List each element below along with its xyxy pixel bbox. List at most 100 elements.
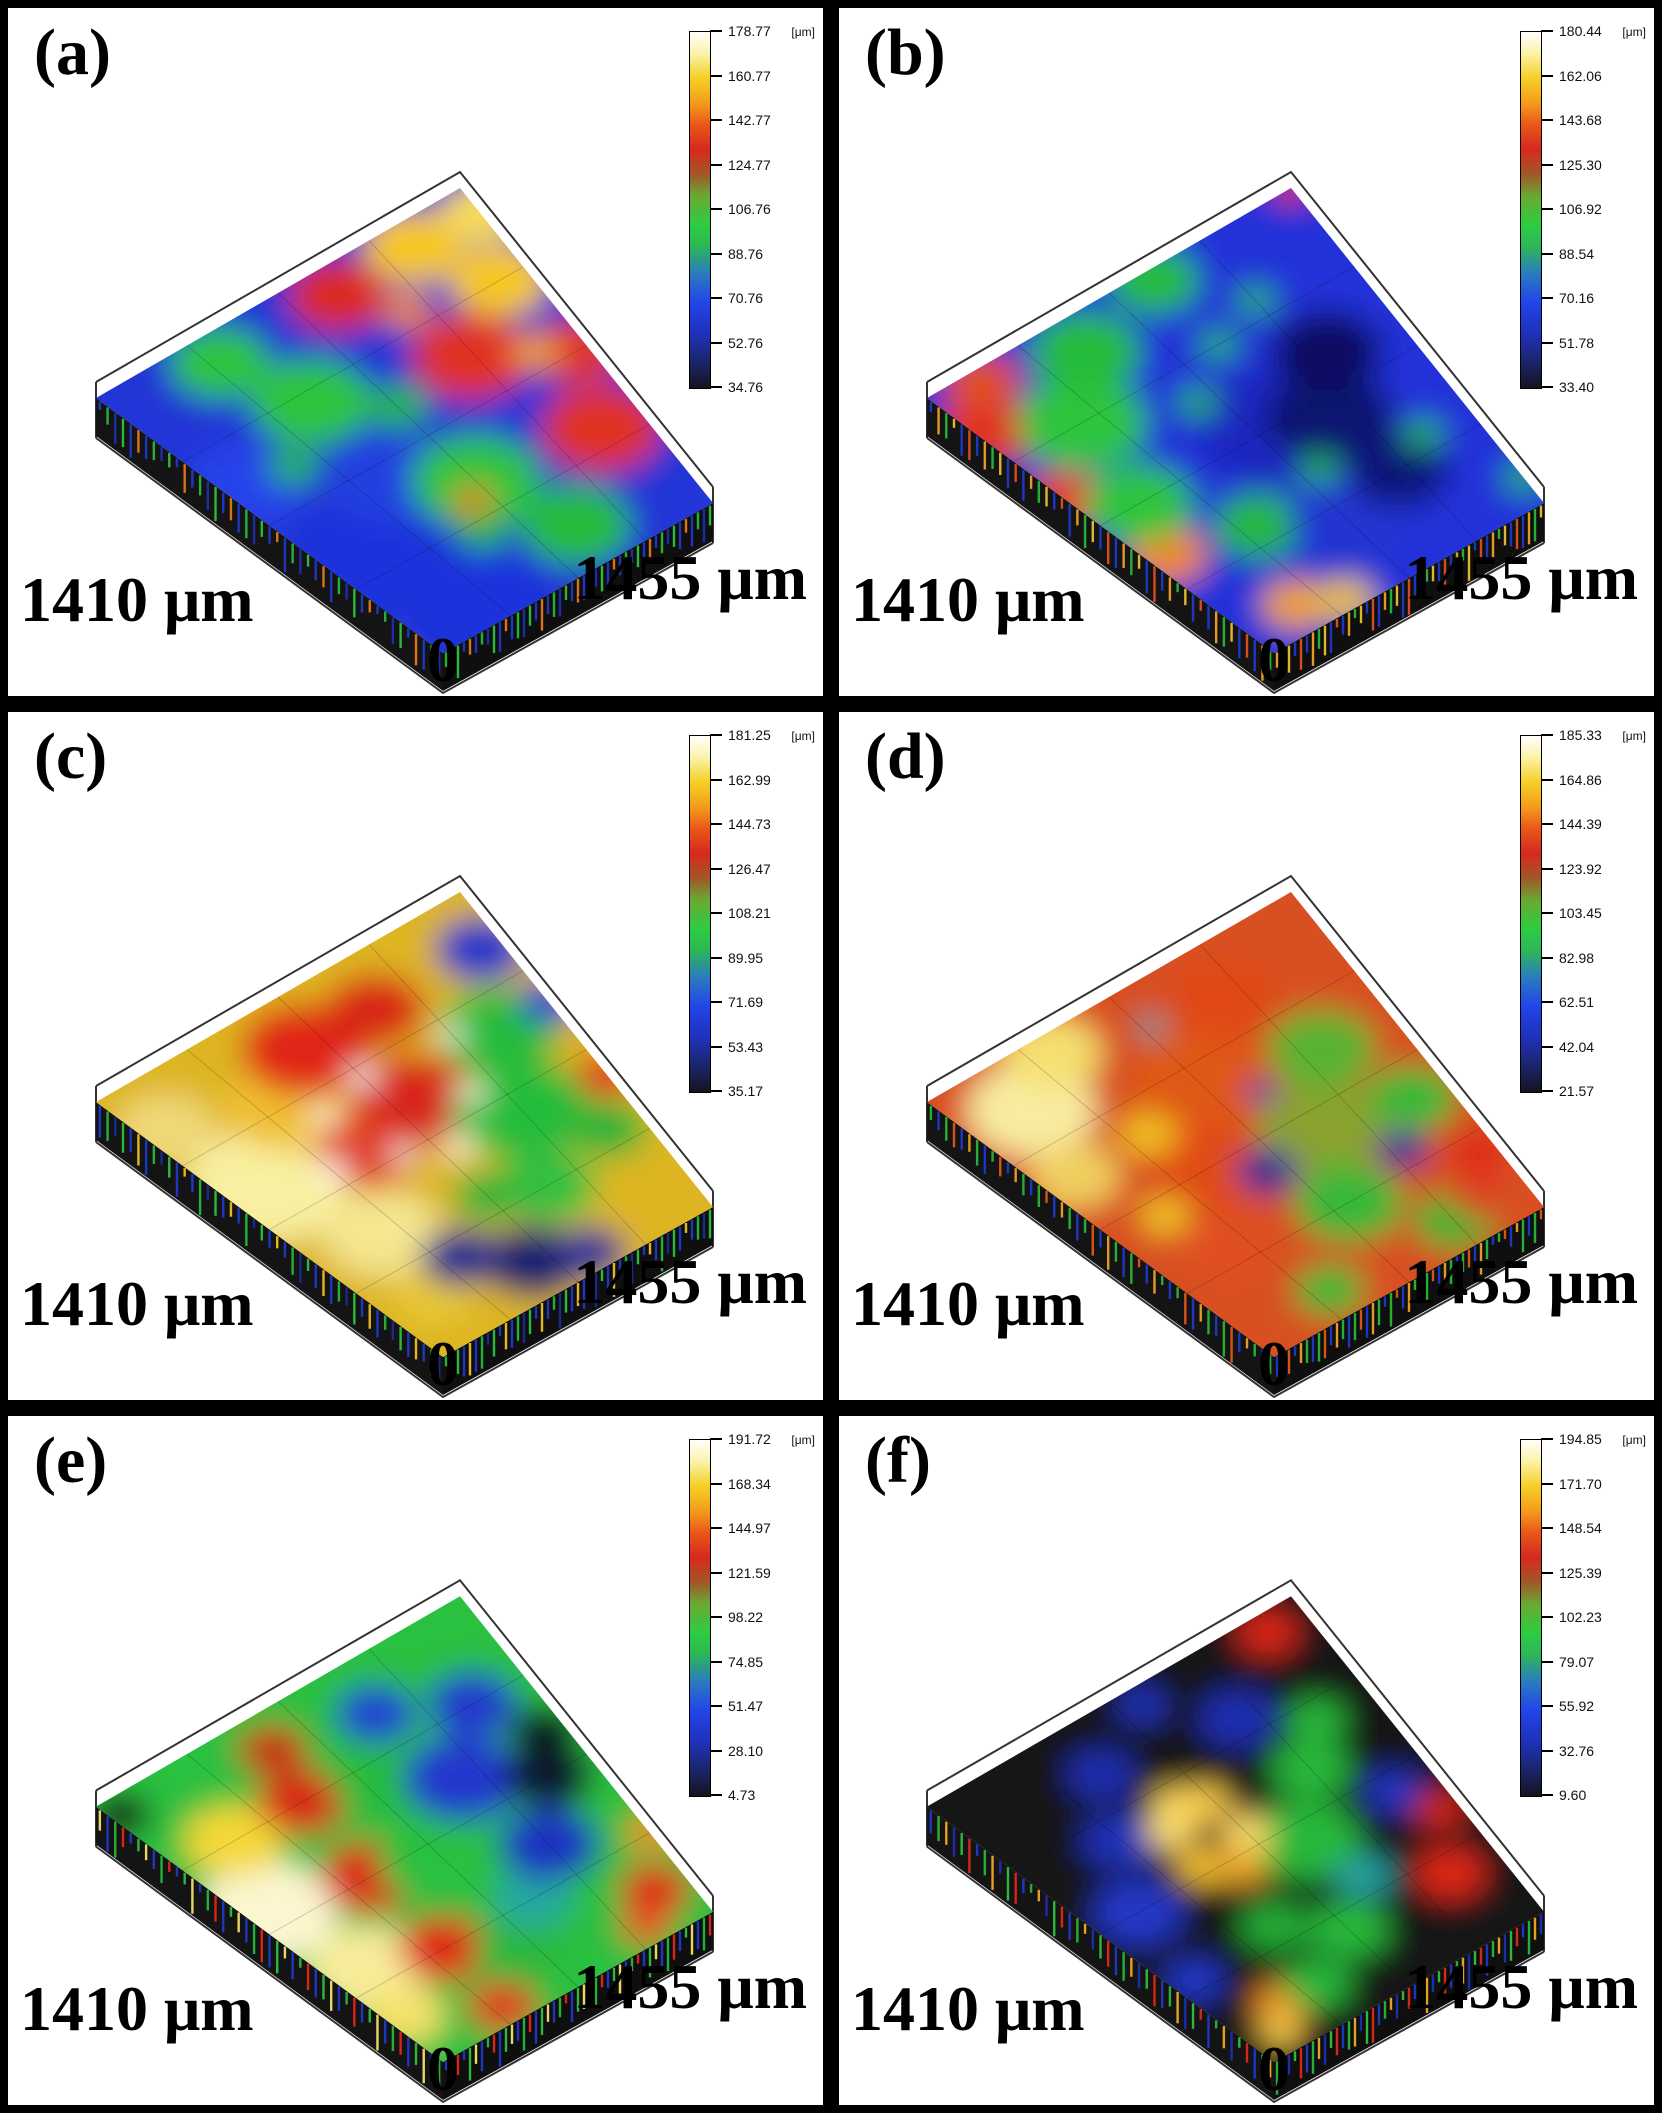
colorbar-tick-label: 98.22 — [728, 1609, 764, 1625]
axis-label-x: 1455 μm — [1404, 542, 1638, 613]
colorbar-gradient-bar — [1520, 1439, 1542, 1797]
colorbar-tick-mark — [1541, 74, 1553, 77]
axis-origin-label: 0 — [1258, 624, 1290, 695]
colorbar-tick-mark — [1541, 1438, 1553, 1440]
panel-d: (d) 1410 μm 1455 μm 0 185.33 164.86 144.39… — [831, 704, 1662, 1408]
colorbar-tick-label: 171.70 — [1559, 1475, 1602, 1492]
colorbar-tick-label: 168.34 — [728, 1475, 771, 1492]
colorbar-tick-label: 125.39 — [1559, 1564, 1602, 1581]
colorbar-e: 191.72 168.34 144.97 121.59 98.22 74.85 51.47 2… — [689, 1431, 815, 1810]
colorbar-tick-label: 164.86 — [1559, 771, 1602, 788]
colorbar-tick-mark — [710, 119, 722, 121]
colorbar-tick-label: 106.76 — [728, 201, 771, 217]
colorbar-tick-mark — [1541, 1794, 1553, 1796]
colorbar-tick-label: 4.73 — [728, 1787, 756, 1803]
colorbar-unit-label: [μm] — [791, 1433, 815, 1447]
surface-plot-3d-d — [926, 874, 1545, 1399]
axis-label-y: 1410 μm — [20, 564, 254, 635]
colorbar-tick-mark — [710, 1705, 722, 1707]
colorbar-tick-label: 124.77 — [728, 156, 771, 173]
colorbar-tick-label: 194.85 — [1559, 1431, 1602, 1447]
colorbar-tick-mark — [1541, 119, 1553, 121]
colorbar-tick-label: 103.45 — [1559, 905, 1602, 921]
colorbar-tick-mark — [1541, 956, 1553, 959]
panel-c: (c) 1410 μm 1455 μm 0 181.25 162.99 144.73… — [0, 704, 831, 1408]
colorbar-tick-mark — [710, 1438, 722, 1440]
colorbar-tick-mark — [710, 912, 722, 914]
colorbar-tick-label: 70.76 — [728, 290, 764, 306]
axis-label-x: 1455 μm — [573, 1246, 807, 1317]
colorbar-tick-label: 185.33 — [1559, 727, 1602, 743]
colorbar-tick-label: 126.47 — [728, 860, 771, 877]
colorbar-tick-label: 33.40 — [1559, 379, 1595, 395]
colorbar-tick-mark — [1541, 208, 1553, 210]
colorbar-tick-mark — [710, 1660, 722, 1663]
colorbar-tick-mark — [1541, 30, 1553, 32]
colorbar-tick-mark — [1541, 1527, 1553, 1529]
panel-label-c: (c) — [34, 720, 108, 793]
colorbar-tick-label: 123.92 — [1559, 860, 1602, 877]
colorbar-tick-label: 178.77 — [728, 23, 771, 39]
colorbar-tick-label: 42.04 — [1559, 1038, 1595, 1055]
colorbar-unit-label: [μm] — [1622, 729, 1646, 743]
colorbar-tick-mark — [710, 1571, 722, 1574]
colorbar-tick-mark — [710, 30, 722, 32]
colorbar-tick-label: 32.76 — [1559, 1742, 1595, 1759]
colorbar-d: 185.33 164.86 144.39 123.92 103.45 82.98 62.51… — [1520, 727, 1646, 1106]
colorbar-tick-mark — [1541, 252, 1553, 255]
axis-origin-label: 0 — [427, 1328, 459, 1399]
colorbar-c: 181.25 162.99 144.73 126.47 108.21 89.95 71.69… — [689, 727, 815, 1106]
colorbar-tick-label: 51.47 — [728, 1698, 764, 1714]
colorbar-tick-mark — [1541, 341, 1553, 344]
colorbar-tick-label: 143.68 — [1559, 112, 1602, 128]
surface-plot-3d-e — [95, 1578, 714, 2104]
axis-origin-label: 0 — [1258, 1328, 1290, 1399]
colorbar-tick-mark — [710, 1794, 722, 1796]
colorbar-tick-mark — [1541, 1045, 1553, 1048]
colorbar-tick-mark — [1541, 1571, 1553, 1574]
colorbar-tick-label: 160.77 — [728, 67, 771, 84]
panel-b: (b) 1410 μm 1455 μm 0 180.44 162.06 143.68… — [831, 0, 1662, 704]
colorbar-tick-mark — [710, 734, 722, 736]
colorbar-tick-label: 148.54 — [1559, 1520, 1602, 1536]
colorbar-a: 178.77 160.77 142.77 124.77 106.76 88.76 70.76… — [689, 23, 815, 402]
axis-label-y: 1410 μm — [851, 1973, 1085, 2044]
colorbar-tick-label: 35.17 — [728, 1083, 764, 1099]
colorbar-tick-label: 106.92 — [1559, 201, 1602, 217]
colorbar-tick-label: 34.76 — [728, 379, 764, 395]
surface-plot-3d-c — [95, 874, 714, 1399]
colorbar-gradient-bar — [1520, 735, 1542, 1093]
colorbar-tick-mark — [1541, 778, 1553, 781]
panel-label-d: (d) — [865, 720, 946, 793]
colorbar-tick-label: 52.76 — [728, 334, 764, 351]
colorbar-tick-mark — [1541, 823, 1553, 825]
colorbar-tick-label: 144.73 — [728, 816, 771, 832]
colorbar-tick-label: 79.07 — [1559, 1653, 1595, 1670]
colorbar-gradient-bar — [689, 1439, 711, 1797]
axis-label-x: 1455 μm — [1404, 1246, 1638, 1317]
colorbar-tick-mark — [710, 163, 722, 166]
axis-origin-label: 0 — [427, 2033, 459, 2104]
panel-e: (e) 1410 μm 1455 μm 0 191.72 168.34 144.97… — [0, 1408, 831, 2113]
colorbar-tick-label: 82.98 — [1559, 949, 1595, 966]
colorbar-tick-mark — [710, 341, 722, 344]
colorbar-tick-mark — [710, 1482, 722, 1485]
axis-label-x: 1455 μm — [573, 1951, 807, 2022]
colorbar-tick-mark — [1541, 1705, 1553, 1707]
colorbar-tick-label: 191.72 — [728, 1431, 771, 1447]
colorbar-tick-label: 102.23 — [1559, 1609, 1602, 1625]
colorbar-tick-mark — [1541, 386, 1553, 388]
colorbar-tick-mark — [1541, 867, 1553, 870]
colorbar-gradient-bar — [689, 735, 711, 1093]
colorbar-tick-label: 121.59 — [728, 1564, 771, 1581]
axis-label-y: 1410 μm — [851, 1268, 1085, 1339]
colorbar-tick-label: 28.10 — [728, 1742, 764, 1759]
colorbar-tick-label: 89.95 — [728, 949, 764, 966]
colorbar-tick-label: 162.99 — [728, 771, 771, 788]
colorbar-tick-label: 125.30 — [1559, 156, 1602, 173]
colorbar-tick-mark — [1541, 1090, 1553, 1092]
axis-origin-label: 0 — [1258, 2033, 1290, 2104]
colorbar-tick-mark — [710, 1616, 722, 1618]
colorbar-tick-label: 144.97 — [728, 1520, 771, 1536]
colorbar-tick-mark — [710, 778, 722, 781]
